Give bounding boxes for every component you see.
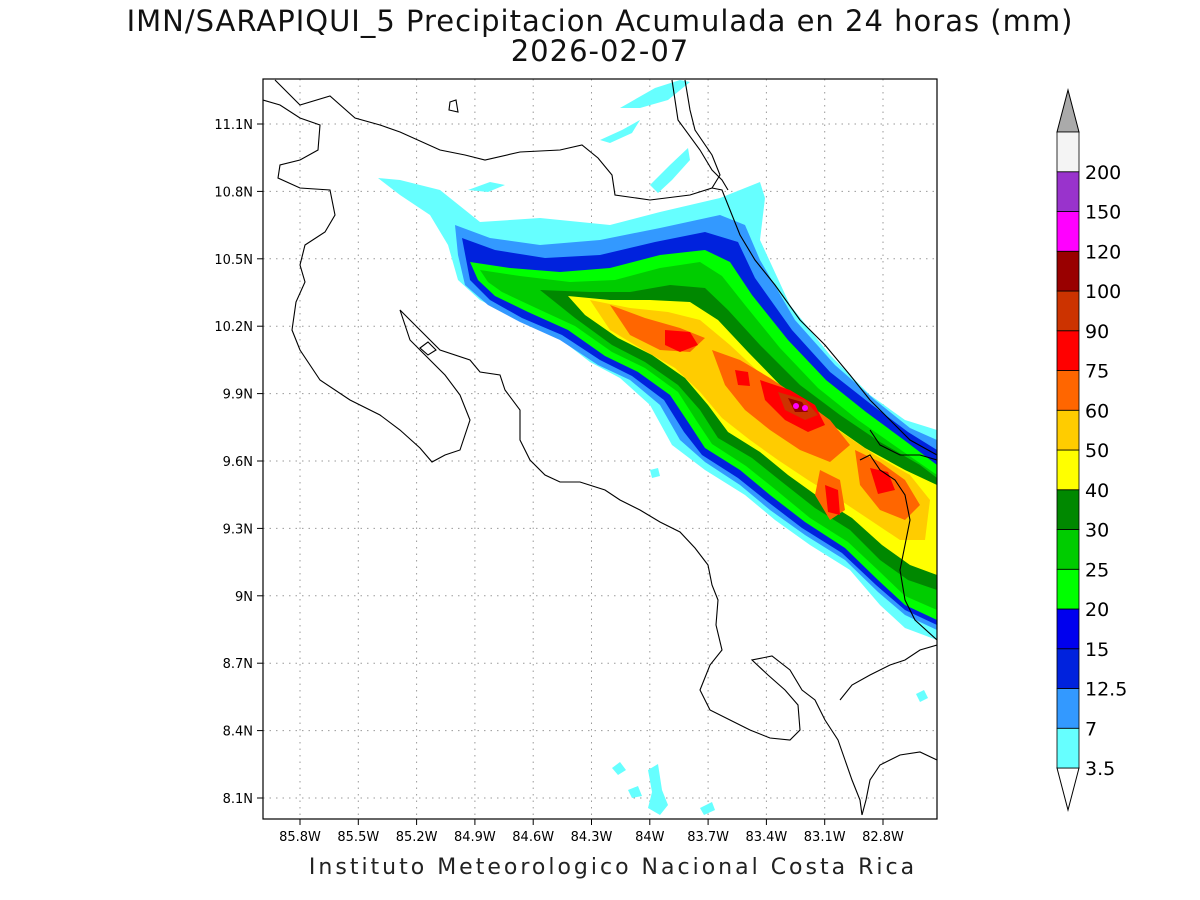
colorbar-bin	[1056, 449, 1080, 491]
colorbar-label: 60	[1085, 400, 1109, 422]
golfito-coast	[839, 644, 937, 701]
precip-3-5-north2	[600, 120, 640, 143]
lon-tick-label: 85.2W	[396, 830, 438, 845]
colorbar-label: 25	[1085, 559, 1109, 581]
colorbar-label: 75	[1085, 361, 1109, 383]
lat-tick-label: 11.1N	[214, 118, 253, 133]
precip-3-5-north3	[650, 148, 690, 193]
colorbar-label: 200	[1085, 162, 1121, 184]
colorbar-label: 120	[1085, 241, 1121, 263]
coastlines	[263, 79, 937, 816]
lon-tick-label: 85.5W	[337, 830, 379, 845]
nicaragua-lake-shore	[274, 79, 721, 201]
longitude-labels: 85.8W 85.5W 85.2W 84.9W 84.6W 84.3W 84W 83.7W 83…	[279, 819, 904, 845]
lon-tick-label: 83.4W	[745, 830, 787, 845]
colorbar-bin	[1056, 250, 1080, 292]
colorbar-label: 50	[1085, 440, 1109, 462]
precip-3-5-south4	[700, 802, 715, 815]
colorbar-bin	[1056, 688, 1080, 729]
colorbar-bin	[1056, 568, 1080, 610]
lon-tick-label: 82.8W	[862, 830, 904, 845]
colorbar-bin	[1056, 290, 1080, 332]
panama-coast	[869, 429, 937, 461]
colorbar-label: 100	[1085, 281, 1121, 303]
colorbar-bin	[1056, 409, 1080, 451]
precip-75-e	[735, 370, 750, 386]
colorbar-label: 15	[1085, 639, 1109, 661]
lon-tick-label: 84.3W	[571, 830, 613, 845]
lon-tick-label: 85.8W	[279, 830, 321, 845]
precip-3-5-n4	[468, 182, 505, 192]
lon-tick-label: 83.7W	[687, 830, 729, 845]
cr-nic-border	[671, 79, 729, 191]
lat-tick-label: 10.5N	[214, 253, 253, 268]
lon-tick-label: 84.6W	[512, 830, 554, 845]
colorbar-label: 150	[1085, 202, 1121, 224]
precip-75-a	[665, 330, 698, 352]
caribbean-coast	[711, 187, 937, 456]
colorbar-label: 40	[1085, 480, 1109, 502]
colorbar-bin	[1056, 330, 1080, 371]
precip-3-5-south1	[612, 762, 626, 775]
colorbar-bin	[1056, 131, 1080, 173]
plot-frame	[262, 78, 938, 820]
precip-120-a	[793, 403, 799, 409]
footer-credit: Instituto Meteorologico Nacional Costa R…	[308, 855, 918, 880]
precip-field	[378, 80, 937, 815]
colorbar-bin	[1056, 171, 1080, 212]
precip-20	[470, 250, 937, 620]
lat-tick-label: 9.9N	[223, 388, 253, 403]
precip-3-5-south3	[628, 786, 642, 798]
precip-75-c	[870, 468, 895, 494]
colorbar-under-arrow	[1056, 767, 1080, 812]
colorbar-bin	[1056, 489, 1080, 530]
lat-tick-label: 10.8N	[214, 185, 253, 200]
lat-tick-label: 8.4N	[223, 725, 253, 740]
precip-3-5-se	[916, 690, 928, 702]
colorbar-label: 7	[1085, 718, 1097, 740]
lat-tick-label: 9.6N	[223, 455, 253, 470]
map-title: IMN/SARAPIQUI_5 Precipitacion Acumulada …	[126, 4, 1074, 38]
lake-island	[448, 99, 459, 113]
nicaragua-pacific-coast	[263, 99, 863, 816]
lat-tick-label: 8.7N	[223, 657, 253, 672]
lon-tick-label: 83.1W	[804, 830, 846, 845]
colorbar-bin	[1056, 648, 1080, 689]
cr-panama-border	[859, 454, 937, 641]
panama-south	[861, 751, 937, 816]
colorbar-bin	[1056, 608, 1080, 650]
lat-tick-label: 9.3N	[223, 522, 253, 537]
lat-tick-label: 9N	[235, 590, 253, 605]
lat-tick-label: 10.2N	[214, 320, 253, 335]
colorbar-label: 20	[1085, 599, 1109, 621]
colorbar-bin	[1056, 529, 1080, 570]
colorbar-label: 90	[1085, 321, 1109, 343]
lon-tick-label: 84W	[635, 830, 665, 845]
map-date: 2026-02-07	[510, 34, 690, 68]
precip-3-5-south2	[648, 764, 668, 815]
latitude-labels: 11.1N 10.8N 10.5N 10.2N 9.9N 9.6N 9.3N 9N 8.7N 8.…	[214, 118, 263, 807]
colorbar: 3.5 7 12.5 15 20 25 30 40 50 60 75 90 100 120 150 200	[1056, 88, 1127, 812]
colorbar-label: 12.5	[1085, 679, 1127, 701]
precip-3-5-north	[620, 80, 690, 108]
colorbar-bin	[1056, 370, 1080, 411]
colorbar-bin	[1056, 211, 1080, 252]
lon-tick-label: 84.9W	[454, 830, 496, 845]
precip-25	[480, 262, 937, 610]
lat-tick-label: 8.1N	[223, 792, 253, 807]
colorbar-label: 30	[1085, 520, 1109, 542]
nicoya-island	[419, 341, 437, 356]
colorbar-bin	[1056, 727, 1080, 769]
precip-120-b	[802, 405, 808, 411]
colorbar-over-arrow	[1056, 88, 1080, 133]
precip-3-5-mid	[650, 468, 660, 478]
colorbar-label: 3.5	[1085, 758, 1115, 780]
precip-75-d	[825, 485, 840, 515]
